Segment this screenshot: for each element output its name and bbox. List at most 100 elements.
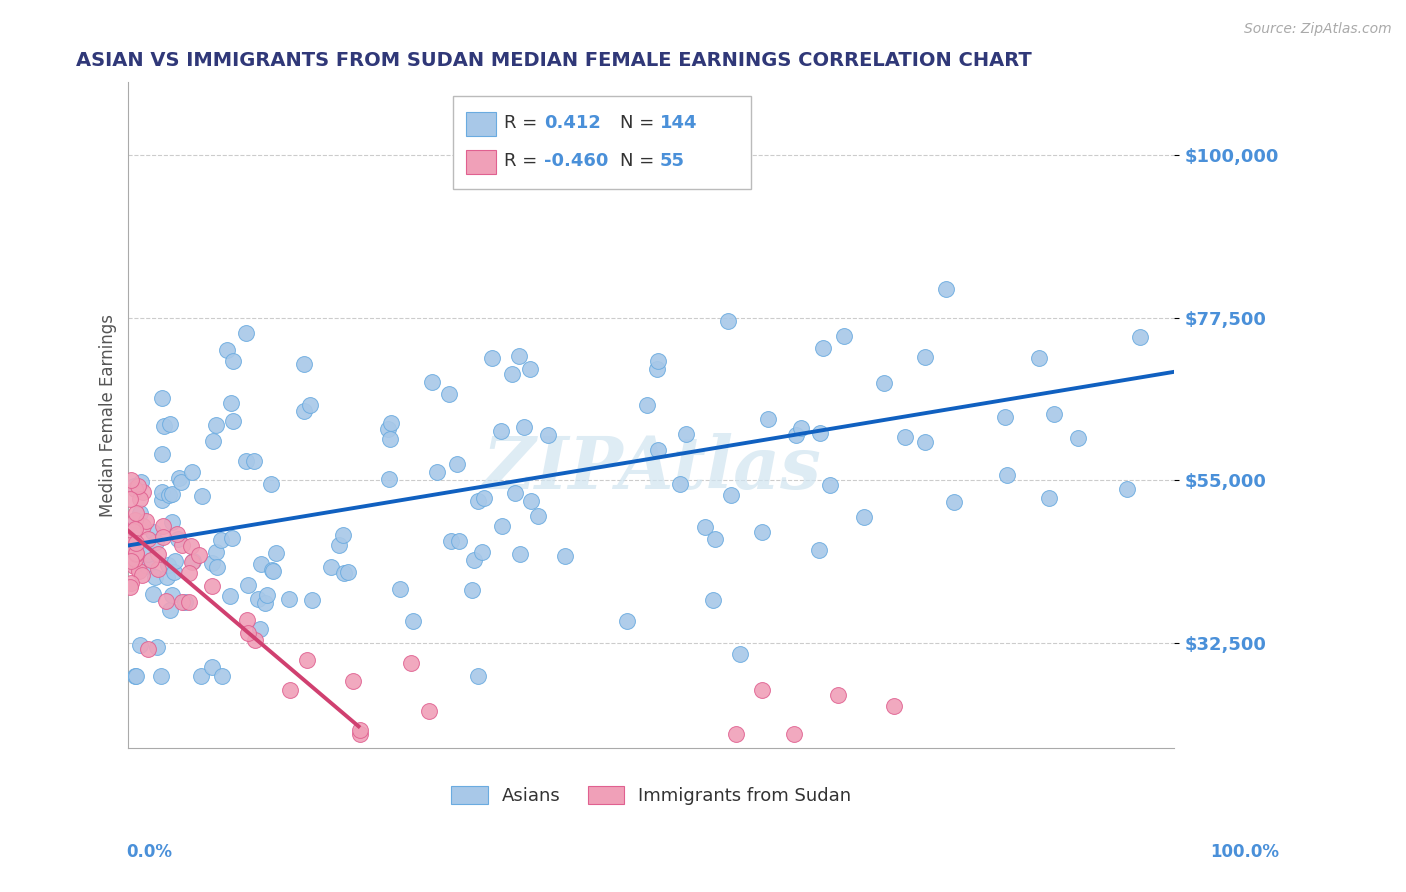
Point <box>181 554 204 568</box>
Point <box>177 566 200 581</box>
Point <box>162 565 184 579</box>
Point <box>215 343 238 357</box>
Point <box>181 555 204 569</box>
Point <box>146 561 169 575</box>
Point <box>118 538 141 552</box>
Point <box>818 477 841 491</box>
Point <box>125 546 148 560</box>
Point <box>163 554 186 568</box>
Point <box>426 465 449 479</box>
Text: 144: 144 <box>659 114 697 132</box>
Point <box>449 533 471 548</box>
Point <box>236 613 259 627</box>
Point <box>789 421 811 435</box>
Point <box>378 433 401 447</box>
Point <box>190 668 212 682</box>
FancyBboxPatch shape <box>453 95 751 189</box>
Point <box>994 409 1017 424</box>
Point <box>120 519 142 533</box>
Point <box>131 567 153 582</box>
Point <box>872 376 894 390</box>
Point <box>298 398 321 412</box>
Point <box>893 430 915 444</box>
Point <box>150 493 173 508</box>
Point <box>235 454 257 468</box>
Point <box>155 593 177 607</box>
Point <box>152 518 174 533</box>
Point <box>202 434 225 448</box>
Point <box>295 652 318 666</box>
Point <box>472 491 495 505</box>
Point <box>256 588 278 602</box>
Point <box>471 545 494 559</box>
Point <box>418 704 440 718</box>
Point <box>120 554 142 568</box>
Point <box>146 547 169 561</box>
Point <box>201 579 224 593</box>
Point <box>253 596 276 610</box>
Point <box>118 491 141 506</box>
Point <box>704 533 727 547</box>
Point <box>702 592 724 607</box>
Point <box>278 683 301 698</box>
Bar <box>467 150 495 174</box>
Point <box>169 475 191 489</box>
Point <box>402 614 425 628</box>
Y-axis label: Median Female Earnings: Median Female Earnings <box>100 314 117 516</box>
Point <box>142 587 165 601</box>
Point <box>301 592 323 607</box>
Point <box>207 559 229 574</box>
Point <box>249 558 271 572</box>
Point <box>150 447 173 461</box>
Point <box>1115 482 1137 496</box>
Point <box>143 570 166 584</box>
Point <box>124 479 146 493</box>
Point <box>501 367 523 381</box>
Point <box>914 351 936 365</box>
Text: 0.412: 0.412 <box>544 114 600 132</box>
Point <box>647 442 669 457</box>
Point <box>124 668 146 682</box>
Point <box>219 396 242 410</box>
Point <box>399 656 422 670</box>
Text: R =: R = <box>503 114 543 132</box>
Text: ASIAN VS IMMIGRANTS FROM SUDAN MEDIAN FEMALE EARNINGS CORRELATION CHART: ASIAN VS IMMIGRANTS FROM SUDAN MEDIAN FE… <box>76 51 1032 70</box>
Point <box>170 594 193 608</box>
Point <box>136 642 159 657</box>
Point <box>1038 491 1060 505</box>
Point <box>243 454 266 468</box>
Point <box>513 420 536 434</box>
Point <box>342 673 364 688</box>
Point <box>349 726 371 740</box>
Point <box>328 538 350 552</box>
Point <box>166 532 188 546</box>
Point <box>205 417 228 432</box>
Text: 0.0%: 0.0% <box>127 843 173 861</box>
Point <box>785 427 807 442</box>
Point <box>153 419 176 434</box>
Point <box>321 560 343 574</box>
Point <box>209 533 232 548</box>
Point <box>129 506 152 520</box>
Point <box>537 428 560 442</box>
Point <box>124 559 146 574</box>
Point <box>201 557 224 571</box>
Text: ZIPAtlas: ZIPAtlas <box>482 433 821 504</box>
Point <box>264 546 287 560</box>
Legend: Asians, Immigrants from Sudan: Asians, Immigrants from Sudan <box>444 779 859 813</box>
Point <box>243 633 266 648</box>
Point <box>508 350 530 364</box>
Point <box>132 518 155 533</box>
Point <box>1028 351 1050 365</box>
Point <box>222 354 245 368</box>
Point <box>832 329 855 343</box>
Point <box>120 575 142 590</box>
Point <box>751 525 773 540</box>
Point <box>136 532 159 546</box>
Point <box>160 588 183 602</box>
Point <box>128 638 150 652</box>
Point <box>136 547 159 561</box>
Text: N =: N = <box>620 114 659 132</box>
Point <box>783 726 806 740</box>
Point <box>124 512 146 526</box>
